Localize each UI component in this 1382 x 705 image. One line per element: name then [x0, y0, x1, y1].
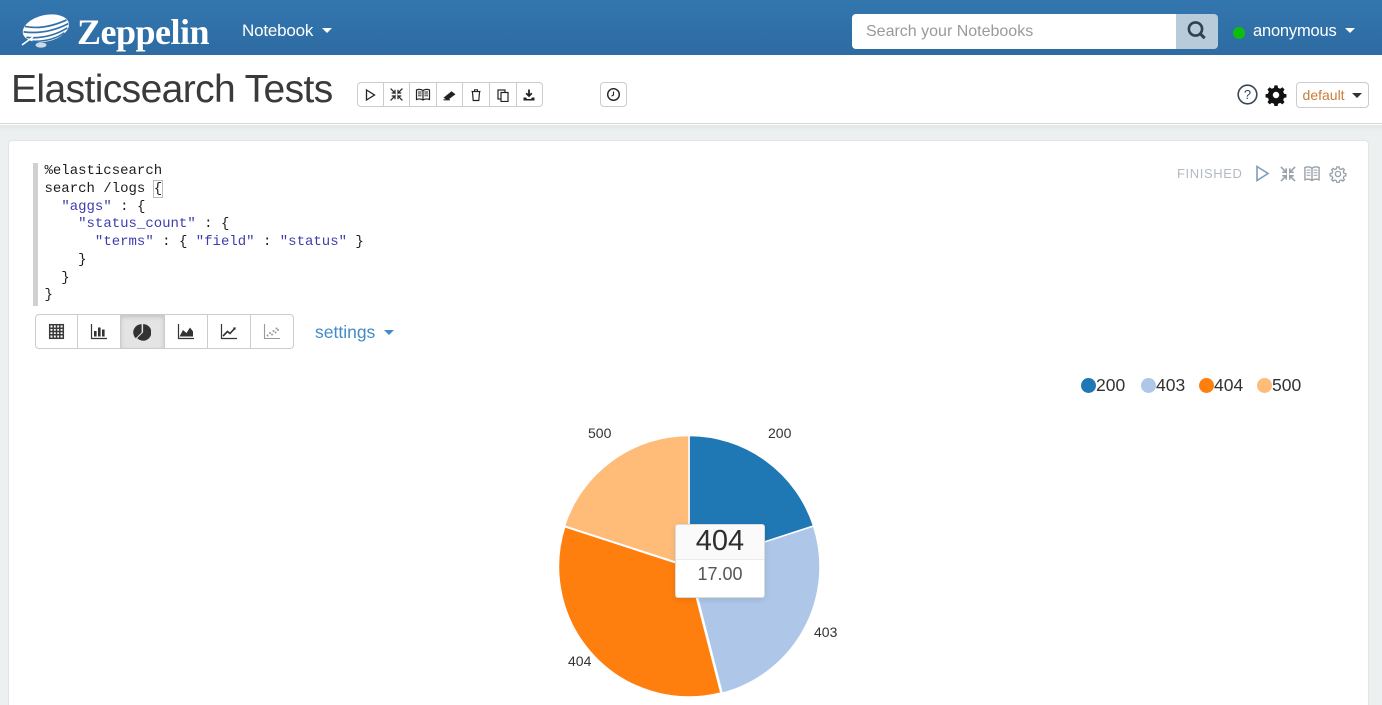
svg-text:?: ?: [1244, 87, 1251, 102]
